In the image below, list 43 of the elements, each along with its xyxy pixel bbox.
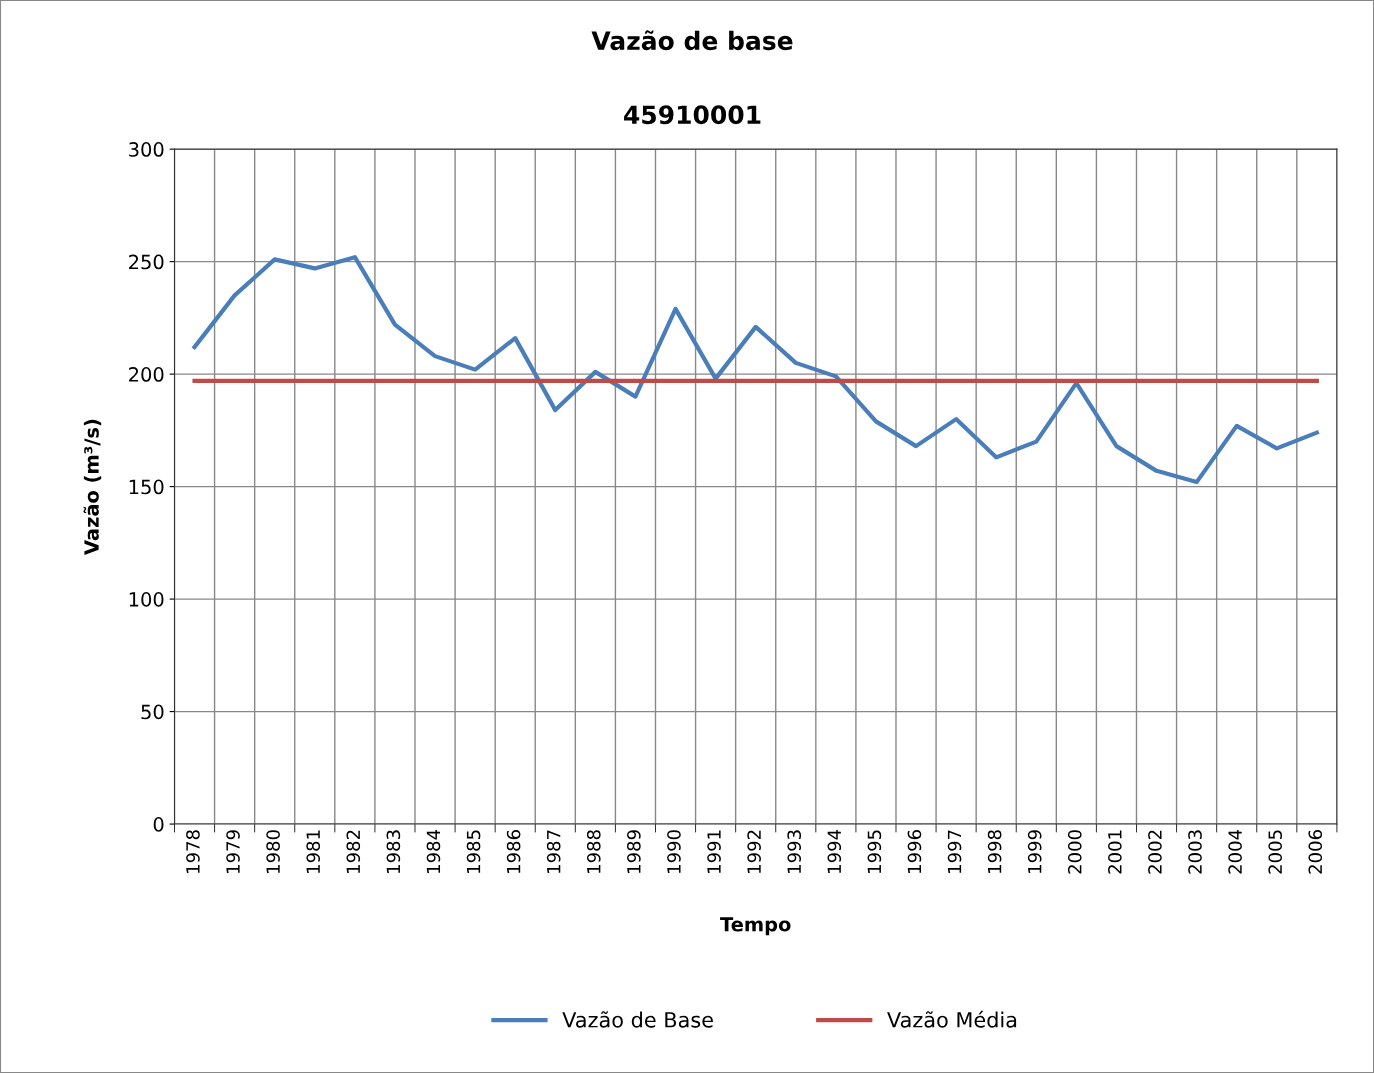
x-tick-label: 1998 (987, 830, 1002, 873)
x-tick-label: 1986 (506, 830, 521, 873)
x-tick-label: 1982 (346, 830, 361, 873)
x-tick-label: 1990 (667, 830, 681, 873)
x-tick-label: 1985 (466, 830, 481, 873)
x-tick-label: 2005 (1268, 830, 1283, 874)
x-tick-label: 2002 (1148, 830, 1162, 874)
x-tick-label: 2003 (1188, 830, 1202, 874)
x-tick-label: 1989 (627, 830, 641, 873)
legend-label: Vazão de Base (562, 1011, 713, 1028)
x-tick-label: 1981 (306, 830, 321, 873)
y-tick-label: 0 (153, 817, 164, 832)
x-tick-label: 1979 (226, 830, 240, 873)
x-tick-label: 1984 (426, 829, 441, 873)
x-tick-label: 2001 (1108, 830, 1122, 874)
x-axis-title: Tempo (720, 917, 791, 936)
legend-label: Vazão Média (887, 1010, 1017, 1028)
x-tick-label: 2004 (1228, 829, 1242, 874)
x-tick-label: 2000 (1067, 830, 1082, 874)
x-tick-label: 1980 (266, 830, 280, 873)
x-tick-label: 1988 (586, 830, 601, 873)
x-tick-label: 1992 (747, 830, 761, 873)
x-tick-label: 1983 (386, 830, 401, 873)
x-tick-label: 1991 (707, 830, 721, 873)
y-tick-label: 150 (129, 479, 164, 495)
x-tick-label: 1997 (947, 830, 962, 873)
x-tick-label: 1996 (907, 830, 922, 873)
x-tick-label: 1987 (546, 830, 561, 873)
chart-title: Vazão de base (591, 30, 793, 51)
x-tick-label: 1978 (186, 830, 200, 873)
y-tick-label: 300 (129, 142, 164, 157)
y-tick-label: 200 (129, 367, 164, 382)
y-tick-label: 250 (129, 254, 164, 270)
x-tick-label: 1993 (787, 830, 802, 873)
x-tick-label: 1994 (827, 829, 842, 873)
x-tick-label: 2006 (1308, 830, 1323, 874)
y-tick-label: 100 (129, 592, 164, 607)
x-tick-label: 1999 (1027, 830, 1042, 873)
x-tick-label: 1995 (867, 830, 882, 873)
chart-subtitle: 45910001 (624, 105, 761, 125)
line-series (192, 255, 1319, 485)
y-axis-title: Vazão (m³/s) (83, 419, 102, 555)
y-tick-label: 50 (141, 704, 164, 720)
